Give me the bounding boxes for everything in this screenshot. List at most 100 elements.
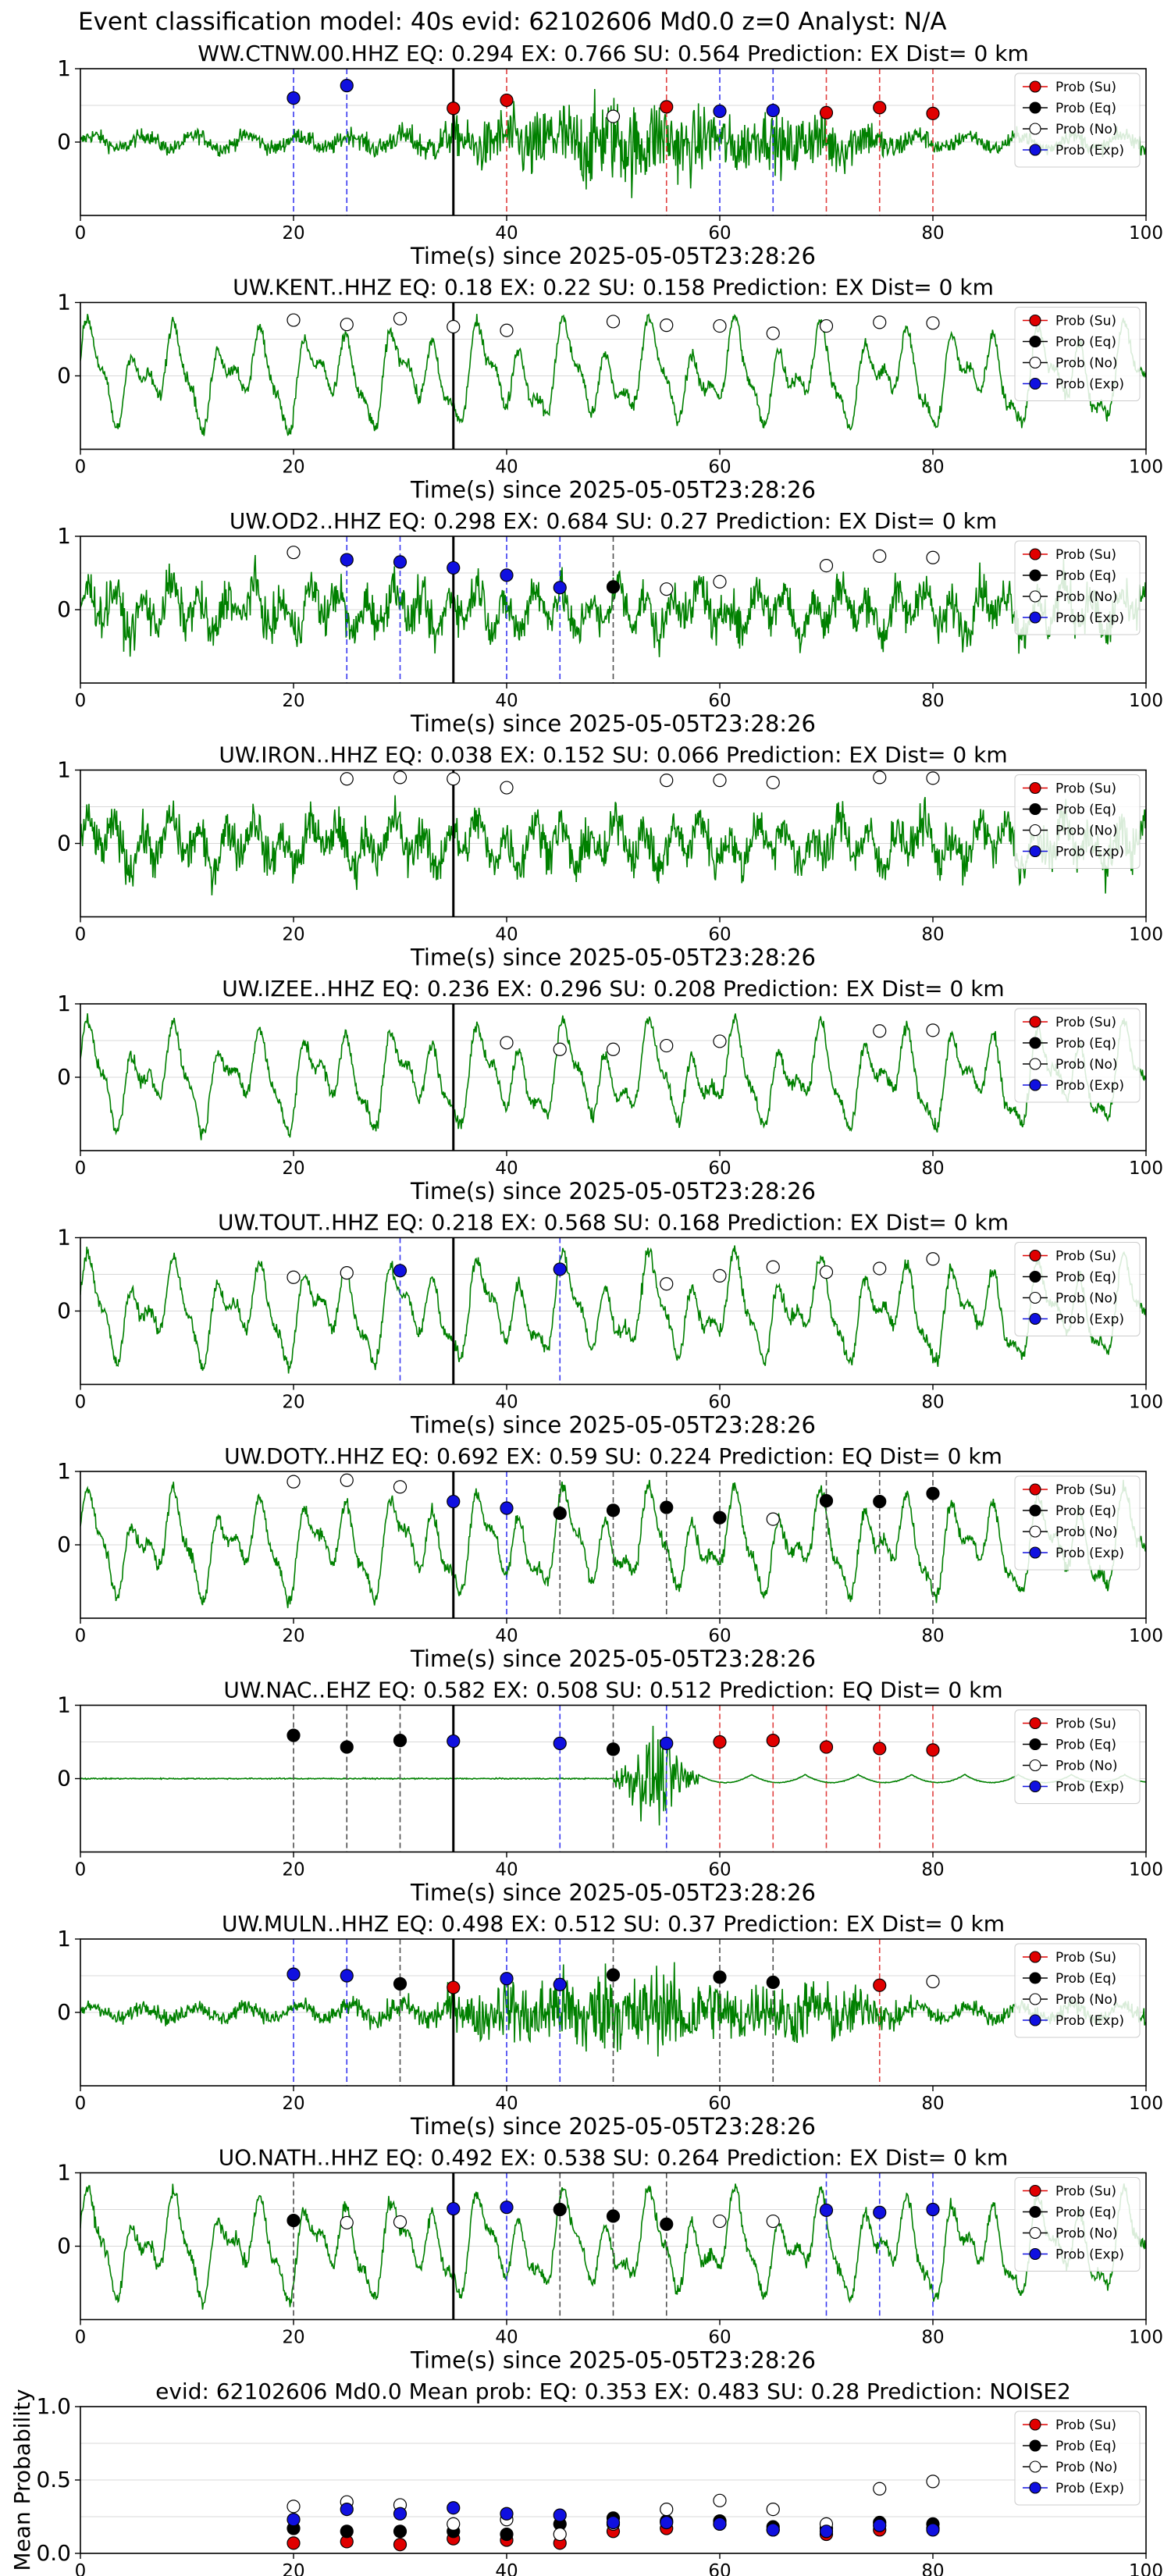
prob-marker-exp xyxy=(287,1967,301,1981)
x-tick-label: 20 xyxy=(282,1626,304,1646)
legend-label: Prob (Su) xyxy=(1055,1717,1116,1732)
station-panel-7: UW.DOTY..HHZ EQ: 0.692 EX: 0.59 SU: 0.22… xyxy=(57,1443,1163,1672)
legend-label: Prob (Eq) xyxy=(1055,1270,1116,1286)
x-tick-label: 0 xyxy=(75,2328,87,2348)
x-tick-label: 20 xyxy=(282,457,304,478)
legend-label: Prob (Su) xyxy=(1055,2184,1116,2200)
mean-marker-exp xyxy=(287,2513,301,2527)
x-tick-label: 0 xyxy=(75,1626,87,1646)
prob-marker-exp xyxy=(766,103,780,118)
y-tick-label: 1 xyxy=(57,991,71,1016)
legend-marker xyxy=(1029,1504,1041,1517)
prob-marker-no xyxy=(873,770,887,785)
x-tick-label: 80 xyxy=(921,925,944,945)
legend-label: Prob (Eq) xyxy=(1055,101,1116,116)
legend-marker xyxy=(1029,2184,1041,2197)
prob-marker-su xyxy=(660,100,674,114)
legend-marker xyxy=(1029,1016,1041,1028)
legend-label: Prob (Exp) xyxy=(1055,2013,1124,2029)
x-tick-label: 20 xyxy=(282,223,304,244)
legend-label: Prob (Su) xyxy=(1055,781,1116,797)
legend-marker xyxy=(1029,144,1041,156)
prob-marker-no xyxy=(660,774,674,788)
legend-label: Prob (Eq) xyxy=(1055,568,1116,584)
legend-box xyxy=(1014,73,1141,168)
x-axis-label: Time(s) since 2025-05-05T23:28:26 xyxy=(410,1412,816,1439)
prob-marker-no xyxy=(713,1268,727,1283)
prob-marker-exp xyxy=(447,560,461,575)
prob-marker-exp xyxy=(553,1977,567,1991)
prob-marker-no xyxy=(606,109,621,123)
x-tick-label: 40 xyxy=(495,1158,518,1179)
prob-marker-eq xyxy=(606,1968,621,1982)
x-tick-label: 40 xyxy=(495,1393,518,1413)
y-tick-label: 1 xyxy=(57,290,71,315)
legend-box xyxy=(1014,1710,1141,1804)
legend-label: Prob (Eq) xyxy=(1055,1503,1116,1519)
prob-marker-su xyxy=(819,105,834,119)
mean-marker-exp xyxy=(766,2523,780,2537)
y-tick-label: 1 xyxy=(57,1458,71,1484)
legend-label: Prob (No) xyxy=(1055,824,1118,839)
prob-marker-eq xyxy=(713,1970,727,1984)
y-tick-label: 0.5 xyxy=(36,2467,71,2492)
prob-marker-eq xyxy=(606,1503,621,1517)
x-tick-label: 20 xyxy=(282,2328,304,2348)
y-tick-label: 0 xyxy=(57,831,71,856)
prob-marker-exp xyxy=(340,79,354,93)
x-tick-label: 20 xyxy=(282,2561,304,2576)
legend-marker xyxy=(1029,1270,1041,1283)
prob-marker-exp xyxy=(340,1969,354,1983)
legend-marker xyxy=(1029,1483,1041,1496)
prob-marker-su xyxy=(766,1734,780,1748)
prob-marker-exp xyxy=(500,2201,514,2215)
y-tick-label: 1 xyxy=(57,757,71,783)
legend: Prob (Su) Prob (Eq) Prob (No) Prob (Exp) xyxy=(1014,1943,1141,2038)
legend-label: Prob (Exp) xyxy=(1055,2247,1124,2263)
mean-marker-no xyxy=(660,2503,674,2517)
prob-marker-no xyxy=(287,546,301,560)
prob-marker-su xyxy=(873,101,887,115)
y-tick-label: 0 xyxy=(57,1532,71,1557)
y-axis-label: Mean Probability xyxy=(9,2389,35,2571)
legend-marker xyxy=(1029,1291,1041,1304)
prob-marker-exp xyxy=(447,1494,461,1509)
legend-label: Prob (Eq) xyxy=(1055,802,1116,818)
mean-marker-no xyxy=(766,2503,780,2517)
prob-marker-no xyxy=(873,1024,887,1038)
x-tick-label: 80 xyxy=(921,457,944,478)
prob-marker-no xyxy=(819,1265,834,1279)
waveform-trace xyxy=(80,795,1146,896)
legend-marker xyxy=(1029,1312,1041,1325)
prob-marker-no xyxy=(340,1266,354,1280)
legend-label: Prob (No) xyxy=(1055,1992,1118,2008)
x-axis-label: Time(s) since 2025-05-05T23:28:26 xyxy=(410,477,816,503)
y-tick-label: 0 xyxy=(57,363,71,389)
waveform-trace xyxy=(80,554,1146,657)
x-tick-label: 60 xyxy=(708,223,731,244)
prob-marker-no xyxy=(447,319,461,334)
legend-marker xyxy=(1029,2205,1041,2218)
x-tick-label: 100 xyxy=(1129,457,1163,478)
x-tick-label: 60 xyxy=(708,457,731,478)
prob-marker-exp xyxy=(660,1736,674,1750)
prob-marker-no xyxy=(926,550,940,564)
legend-marker xyxy=(1029,2460,1041,2473)
x-tick-label: 80 xyxy=(921,1158,944,1179)
prob-marker-no xyxy=(500,781,514,795)
legend-label: Prob (Su) xyxy=(1055,2418,1116,2433)
x-tick-label: 0 xyxy=(75,457,87,478)
prob-marker-no xyxy=(606,315,621,329)
prob-marker-no xyxy=(340,772,354,786)
x-tick-label: 40 xyxy=(495,2328,518,2348)
y-tick-label: 0 xyxy=(57,1298,71,1324)
legend: Prob (Su) Prob (Eq) Prob (No) Prob (Exp) xyxy=(1014,774,1141,869)
legend-marker xyxy=(1029,1951,1041,1963)
prob-marker-no xyxy=(340,1473,354,1487)
prob-marker-su xyxy=(926,106,940,120)
x-axis-label: Time(s) since 2025-05-05T23:28:26 xyxy=(410,2113,816,2140)
x-tick-label: 100 xyxy=(1129,2328,1163,2348)
prob-marker-eq xyxy=(606,1742,621,1756)
prob-marker-no xyxy=(606,1042,621,1056)
